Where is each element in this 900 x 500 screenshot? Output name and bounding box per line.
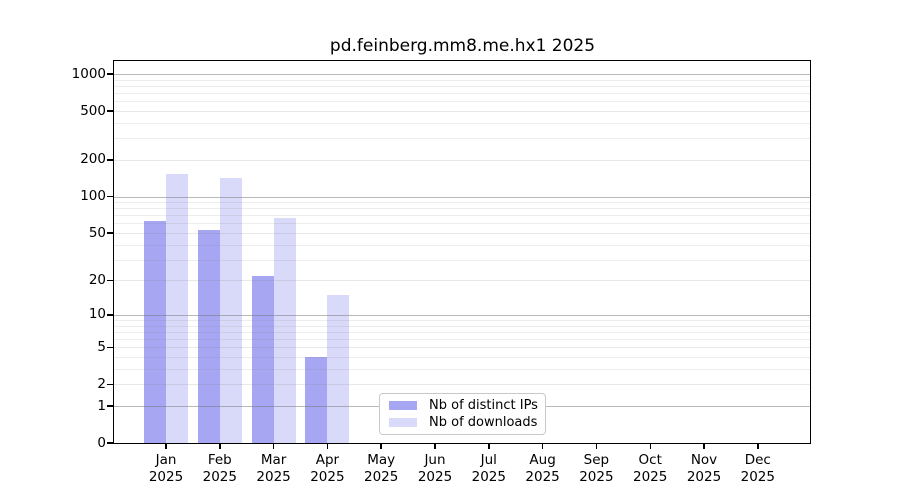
y-tick-mark-0 bbox=[107, 442, 114, 444]
y-tick-mark-200 bbox=[107, 159, 114, 161]
legend-label-distinct-ips: Nb of distinct IPs bbox=[429, 398, 538, 413]
y-tick-mark-5 bbox=[107, 346, 114, 349]
minor-gridline-y-400 bbox=[114, 122, 811, 124]
minor-gridline-y-40 bbox=[114, 244, 811, 246]
y-tick-mark-20 bbox=[107, 279, 114, 282]
gridline-y-1000 bbox=[114, 74, 811, 75]
minor-gridline-y-9 bbox=[114, 320, 811, 321]
y-tick-label-2: 2 bbox=[97, 375, 106, 392]
x-tick-label-dec: Dec 2025 bbox=[740, 452, 775, 485]
minor-gridline-y-600 bbox=[114, 101, 811, 103]
minor-gridline-y-4 bbox=[114, 357, 811, 358]
minor-gridline-y-30 bbox=[114, 259, 811, 261]
minor-gridline-y-60 bbox=[114, 223, 811, 225]
y-tick-mark-10 bbox=[107, 314, 114, 316]
minor-gridline-y-70 bbox=[114, 215, 811, 217]
y-tick-mark-1000 bbox=[107, 73, 114, 75]
bar-distinct-ips-feb bbox=[197, 229, 220, 443]
gridline-y-5 bbox=[114, 347, 811, 349]
y-tick-label-20: 20 bbox=[88, 271, 106, 288]
y-tick-label-5: 5 bbox=[97, 338, 106, 355]
bar-downloads-apr bbox=[327, 294, 350, 443]
legend-swatch-distinct-ips bbox=[389, 401, 417, 410]
x-tick-mark-may bbox=[380, 443, 382, 449]
x-tick-label-jan: Jan 2025 bbox=[148, 452, 184, 485]
minor-gridline-y-300 bbox=[114, 138, 811, 140]
chart-title: pd.feinberg.mm8.me.hx1 2025 bbox=[329, 36, 596, 56]
minor-gridline-y-3 bbox=[114, 369, 811, 370]
x-tick-mark-apr bbox=[326, 443, 329, 449]
x-tick-mark-nov bbox=[703, 443, 705, 449]
legend-item-distinct-ips: Nb of distinct IPs bbox=[380, 398, 545, 413]
x-tick-mark-jul bbox=[488, 443, 490, 449]
minor-gridline-y-700 bbox=[114, 93, 811, 94]
minor-gridline-y-6 bbox=[114, 339, 811, 341]
legend-swatch-downloads bbox=[389, 418, 417, 427]
gridline-y-2 bbox=[114, 384, 811, 386]
x-tick-label-apr: Apr 2025 bbox=[310, 452, 345, 485]
gridline-y-100 bbox=[114, 196, 811, 198]
gridline-y-50 bbox=[114, 233, 811, 234]
legend-label-downloads: Nb of downloads bbox=[429, 415, 538, 430]
y-tick-label-50: 50 bbox=[88, 224, 106, 241]
x-tick-mark-jan bbox=[165, 443, 167, 449]
gridline-y-10 bbox=[114, 314, 811, 316]
minor-gridline-y-90 bbox=[114, 202, 811, 204]
x-tick-mark-oct bbox=[649, 443, 651, 449]
x-tick-label-oct: Oct 2025 bbox=[633, 452, 668, 485]
minor-gridline-y-900 bbox=[114, 79, 811, 81]
x-tick-mark-jun bbox=[434, 443, 436, 449]
x-tick-label-mar: Mar 2025 bbox=[256, 452, 291, 485]
legend-item-downloads: Nb of downloads bbox=[380, 415, 545, 430]
y-tick-mark-500 bbox=[107, 110, 114, 112]
x-tick-label-aug: Aug 2025 bbox=[525, 452, 560, 485]
gridline-y-200 bbox=[114, 159, 811, 161]
legend: Nb of distinct IPs Nb of downloads bbox=[379, 393, 546, 435]
y-tick-mark-50 bbox=[107, 232, 114, 234]
x-tick-label-feb: Feb 2025 bbox=[202, 452, 237, 485]
minor-gridline-y-7 bbox=[114, 331, 811, 333]
x-tick-label-jul: Jul 2025 bbox=[471, 452, 506, 485]
bar-downloads-jan bbox=[166, 174, 188, 443]
y-tick-label-0: 0 bbox=[97, 434, 106, 451]
bar-distinct-ips-apr bbox=[305, 357, 328, 443]
x-tick-label-may: May 2025 bbox=[364, 452, 399, 485]
bar-downloads-mar bbox=[273, 217, 296, 443]
y-tick-label-500: 500 bbox=[80, 102, 106, 119]
minor-gridline-y-80 bbox=[114, 208, 811, 210]
y-tick-label-10: 10 bbox=[88, 306, 106, 323]
x-tick-label-jun: Jun 2025 bbox=[417, 452, 453, 485]
x-tick-mark-mar bbox=[272, 443, 275, 449]
x-tick-mark-aug bbox=[541, 443, 544, 449]
y-tick-label-200: 200 bbox=[80, 151, 106, 168]
minor-gridline-y-8 bbox=[114, 325, 811, 327]
x-tick-mark-dec bbox=[757, 443, 759, 449]
y-tick-mark-2 bbox=[107, 383, 114, 386]
bar-distinct-ips-jan bbox=[144, 220, 166, 443]
y-tick-label-1000: 1000 bbox=[71, 65, 106, 82]
y-tick-mark-100 bbox=[107, 195, 114, 198]
y-tick-label-1: 1 bbox=[97, 397, 106, 414]
gridline-y-500 bbox=[114, 111, 811, 112]
gridline-y-20 bbox=[114, 280, 811, 282]
x-tick-label-sep: Sep 2025 bbox=[579, 452, 614, 485]
minor-gridline-y-800 bbox=[114, 85, 811, 87]
bar-downloads-feb bbox=[219, 178, 242, 443]
x-tick-mark-feb bbox=[219, 443, 221, 449]
bar-distinct-ips-mar bbox=[251, 275, 274, 443]
x-tick-label-nov: Nov 2025 bbox=[686, 452, 722, 485]
x-tick-mark-sep bbox=[595, 443, 598, 449]
y-tick-label-100: 100 bbox=[80, 188, 106, 204]
y-tick-mark-1 bbox=[107, 405, 114, 407]
